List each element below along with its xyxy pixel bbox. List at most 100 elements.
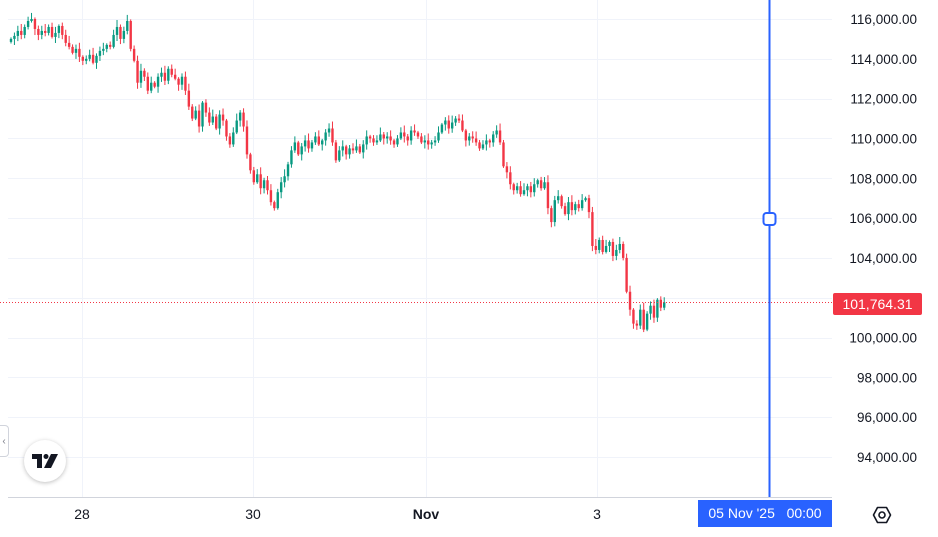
candle-body (351, 148, 355, 151)
candle-body (601, 239, 604, 252)
candle-body (546, 182, 550, 209)
candle-body (495, 130, 498, 135)
candle-body (488, 140, 491, 143)
candle-body (321, 140, 324, 145)
candle-body (211, 116, 214, 123)
x-tick-label: 28 (74, 506, 90, 522)
candle-body (262, 180, 266, 189)
candle-body (112, 34, 115, 47)
candle-body (365, 136, 368, 145)
candle-body (279, 182, 283, 193)
candle-body (639, 309, 642, 326)
y-tick-label: 112,000.00 (850, 92, 917, 107)
candle-body (341, 146, 344, 151)
candle-body (584, 198, 587, 201)
candle-body (481, 144, 485, 149)
candle-body (543, 182, 546, 189)
candle-body (413, 130, 416, 133)
candle-body (23, 26, 26, 35)
y-tick-label: 104,000.00 (849, 251, 917, 266)
candle-body (314, 136, 317, 143)
y-tick-label: 114,000.00 (850, 52, 917, 67)
candle-body (392, 140, 396, 145)
candle-body (283, 176, 286, 183)
candle-body (16, 30, 20, 36)
candle-body (533, 184, 536, 193)
candle-body (156, 76, 160, 87)
y-axis[interactable]: 94,000.0096,000.0098,000.00100,000.00102… (849, 12, 917, 465)
candle-body (344, 146, 348, 155)
candle-body (423, 140, 427, 143)
candle-body (44, 30, 47, 33)
tradingview-logo[interactable] (24, 440, 66, 482)
candle-body (47, 26, 50, 33)
candle-body (78, 48, 81, 57)
candle-body (310, 142, 314, 149)
candle-body (560, 196, 563, 207)
y-tick-label: 106,000.00 (849, 211, 917, 226)
candle-body (632, 309, 635, 324)
candle-body (420, 136, 423, 143)
candle-body (509, 172, 512, 185)
chart-settings-button[interactable] (872, 505, 892, 525)
candle-body (591, 212, 594, 246)
y-tick-label: 110,000.00 (850, 131, 917, 146)
candle-body (577, 204, 580, 209)
candle-body (293, 142, 297, 151)
x-tick-label: 3 (593, 506, 601, 522)
candle-body (252, 170, 256, 183)
crosshair-handle[interactable] (762, 212, 777, 226)
candle-body (177, 78, 180, 85)
candle-body (228, 136, 232, 145)
candle-body (30, 19, 33, 21)
candle-body (119, 26, 122, 39)
candle-body (628, 291, 632, 310)
candle-body (427, 140, 430, 145)
candle-body (502, 142, 505, 167)
candle-body (529, 186, 533, 193)
candle-body (416, 132, 420, 137)
candle-body (519, 186, 522, 195)
candle-body (618, 243, 621, 250)
candle-body (372, 138, 375, 143)
candle-body (471, 136, 474, 139)
y-tick-label: 116,000.00 (850, 12, 917, 27)
candle-body (115, 26, 119, 35)
candle-body (208, 112, 211, 123)
candle-body (649, 305, 652, 314)
candle-body (9, 38, 13, 42)
candle-body (433, 140, 437, 143)
candle-body (478, 142, 481, 149)
candle-body (386, 136, 389, 139)
candle-body (273, 202, 276, 209)
candle-body (522, 190, 526, 195)
candle-body (163, 72, 167, 81)
candle-body (498, 130, 502, 143)
candle-body (307, 140, 310, 149)
candle-body (368, 136, 372, 139)
candle-body (167, 68, 170, 81)
candle-body (526, 186, 529, 191)
x-axis[interactable]: 28 30 Nov 3 (74, 506, 601, 522)
candle-body (108, 44, 112, 47)
candle-body (536, 180, 539, 185)
candle-body (389, 136, 392, 141)
candle-body (13, 35, 16, 39)
candle-body (139, 70, 143, 83)
candle-body (317, 136, 320, 145)
x-tick-label: Nov (413, 506, 440, 522)
candle-body (403, 132, 406, 137)
scroll-left-arrow[interactable]: ‹ (0, 425, 9, 457)
settings-icon (872, 506, 892, 524)
crosshair-clock: 00:00 (786, 505, 822, 521)
candle-body (126, 20, 129, 31)
candle-body (269, 190, 273, 203)
candle-body (474, 138, 478, 143)
candle-body (450, 122, 454, 129)
candle-body (303, 140, 307, 147)
candle-body (143, 70, 146, 77)
candle-body (492, 134, 495, 143)
candle-body (396, 138, 399, 145)
candle-body (33, 19, 37, 29)
